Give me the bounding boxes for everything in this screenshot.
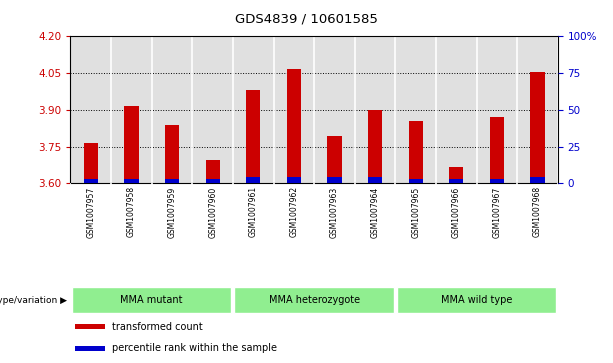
Text: genotype/variation ▶: genotype/variation ▶ xyxy=(0,296,67,305)
Bar xyxy=(449,179,463,183)
Text: GSM1007965: GSM1007965 xyxy=(411,186,420,238)
Text: transformed count: transformed count xyxy=(112,322,203,332)
Bar xyxy=(327,178,341,183)
Text: percentile rank within the sample: percentile rank within the sample xyxy=(112,343,277,354)
Text: GSM1007968: GSM1007968 xyxy=(533,186,542,237)
Text: GDS4839 / 10601585: GDS4839 / 10601585 xyxy=(235,13,378,26)
Bar xyxy=(287,178,301,183)
Text: GSM1007964: GSM1007964 xyxy=(371,186,379,238)
Bar xyxy=(530,178,544,183)
Text: GSM1007959: GSM1007959 xyxy=(167,186,177,238)
Bar xyxy=(449,167,463,183)
Bar xyxy=(165,179,179,183)
Text: GSM1007962: GSM1007962 xyxy=(289,186,299,237)
Bar xyxy=(75,324,105,329)
Text: GSM1007960: GSM1007960 xyxy=(208,186,217,238)
Text: GSM1007966: GSM1007966 xyxy=(452,186,461,238)
Bar xyxy=(490,117,504,183)
Bar xyxy=(246,90,261,183)
Bar xyxy=(124,106,139,183)
Bar xyxy=(205,160,219,183)
Bar xyxy=(327,135,341,183)
Bar xyxy=(75,346,105,351)
Bar xyxy=(409,179,423,183)
Bar xyxy=(246,178,261,183)
Text: MMA mutant: MMA mutant xyxy=(121,295,183,305)
Bar xyxy=(368,178,382,183)
Bar xyxy=(287,69,301,183)
Text: MMA heterozygote: MMA heterozygote xyxy=(268,295,360,305)
Text: GSM1007963: GSM1007963 xyxy=(330,186,339,238)
Bar xyxy=(84,179,98,183)
Text: GSM1007967: GSM1007967 xyxy=(492,186,501,238)
Bar xyxy=(368,110,382,183)
Text: GSM1007961: GSM1007961 xyxy=(249,186,257,237)
Bar xyxy=(409,121,423,183)
Bar xyxy=(530,72,544,183)
Text: MMA wild type: MMA wild type xyxy=(441,295,512,305)
Bar xyxy=(234,287,394,313)
Text: GSM1007957: GSM1007957 xyxy=(86,186,95,238)
Bar xyxy=(490,179,504,183)
Text: GSM1007958: GSM1007958 xyxy=(127,186,136,237)
Bar xyxy=(72,287,232,313)
Bar xyxy=(397,287,557,313)
Bar xyxy=(84,143,98,183)
Bar xyxy=(205,179,219,183)
Bar xyxy=(124,179,139,183)
Bar xyxy=(165,125,179,183)
